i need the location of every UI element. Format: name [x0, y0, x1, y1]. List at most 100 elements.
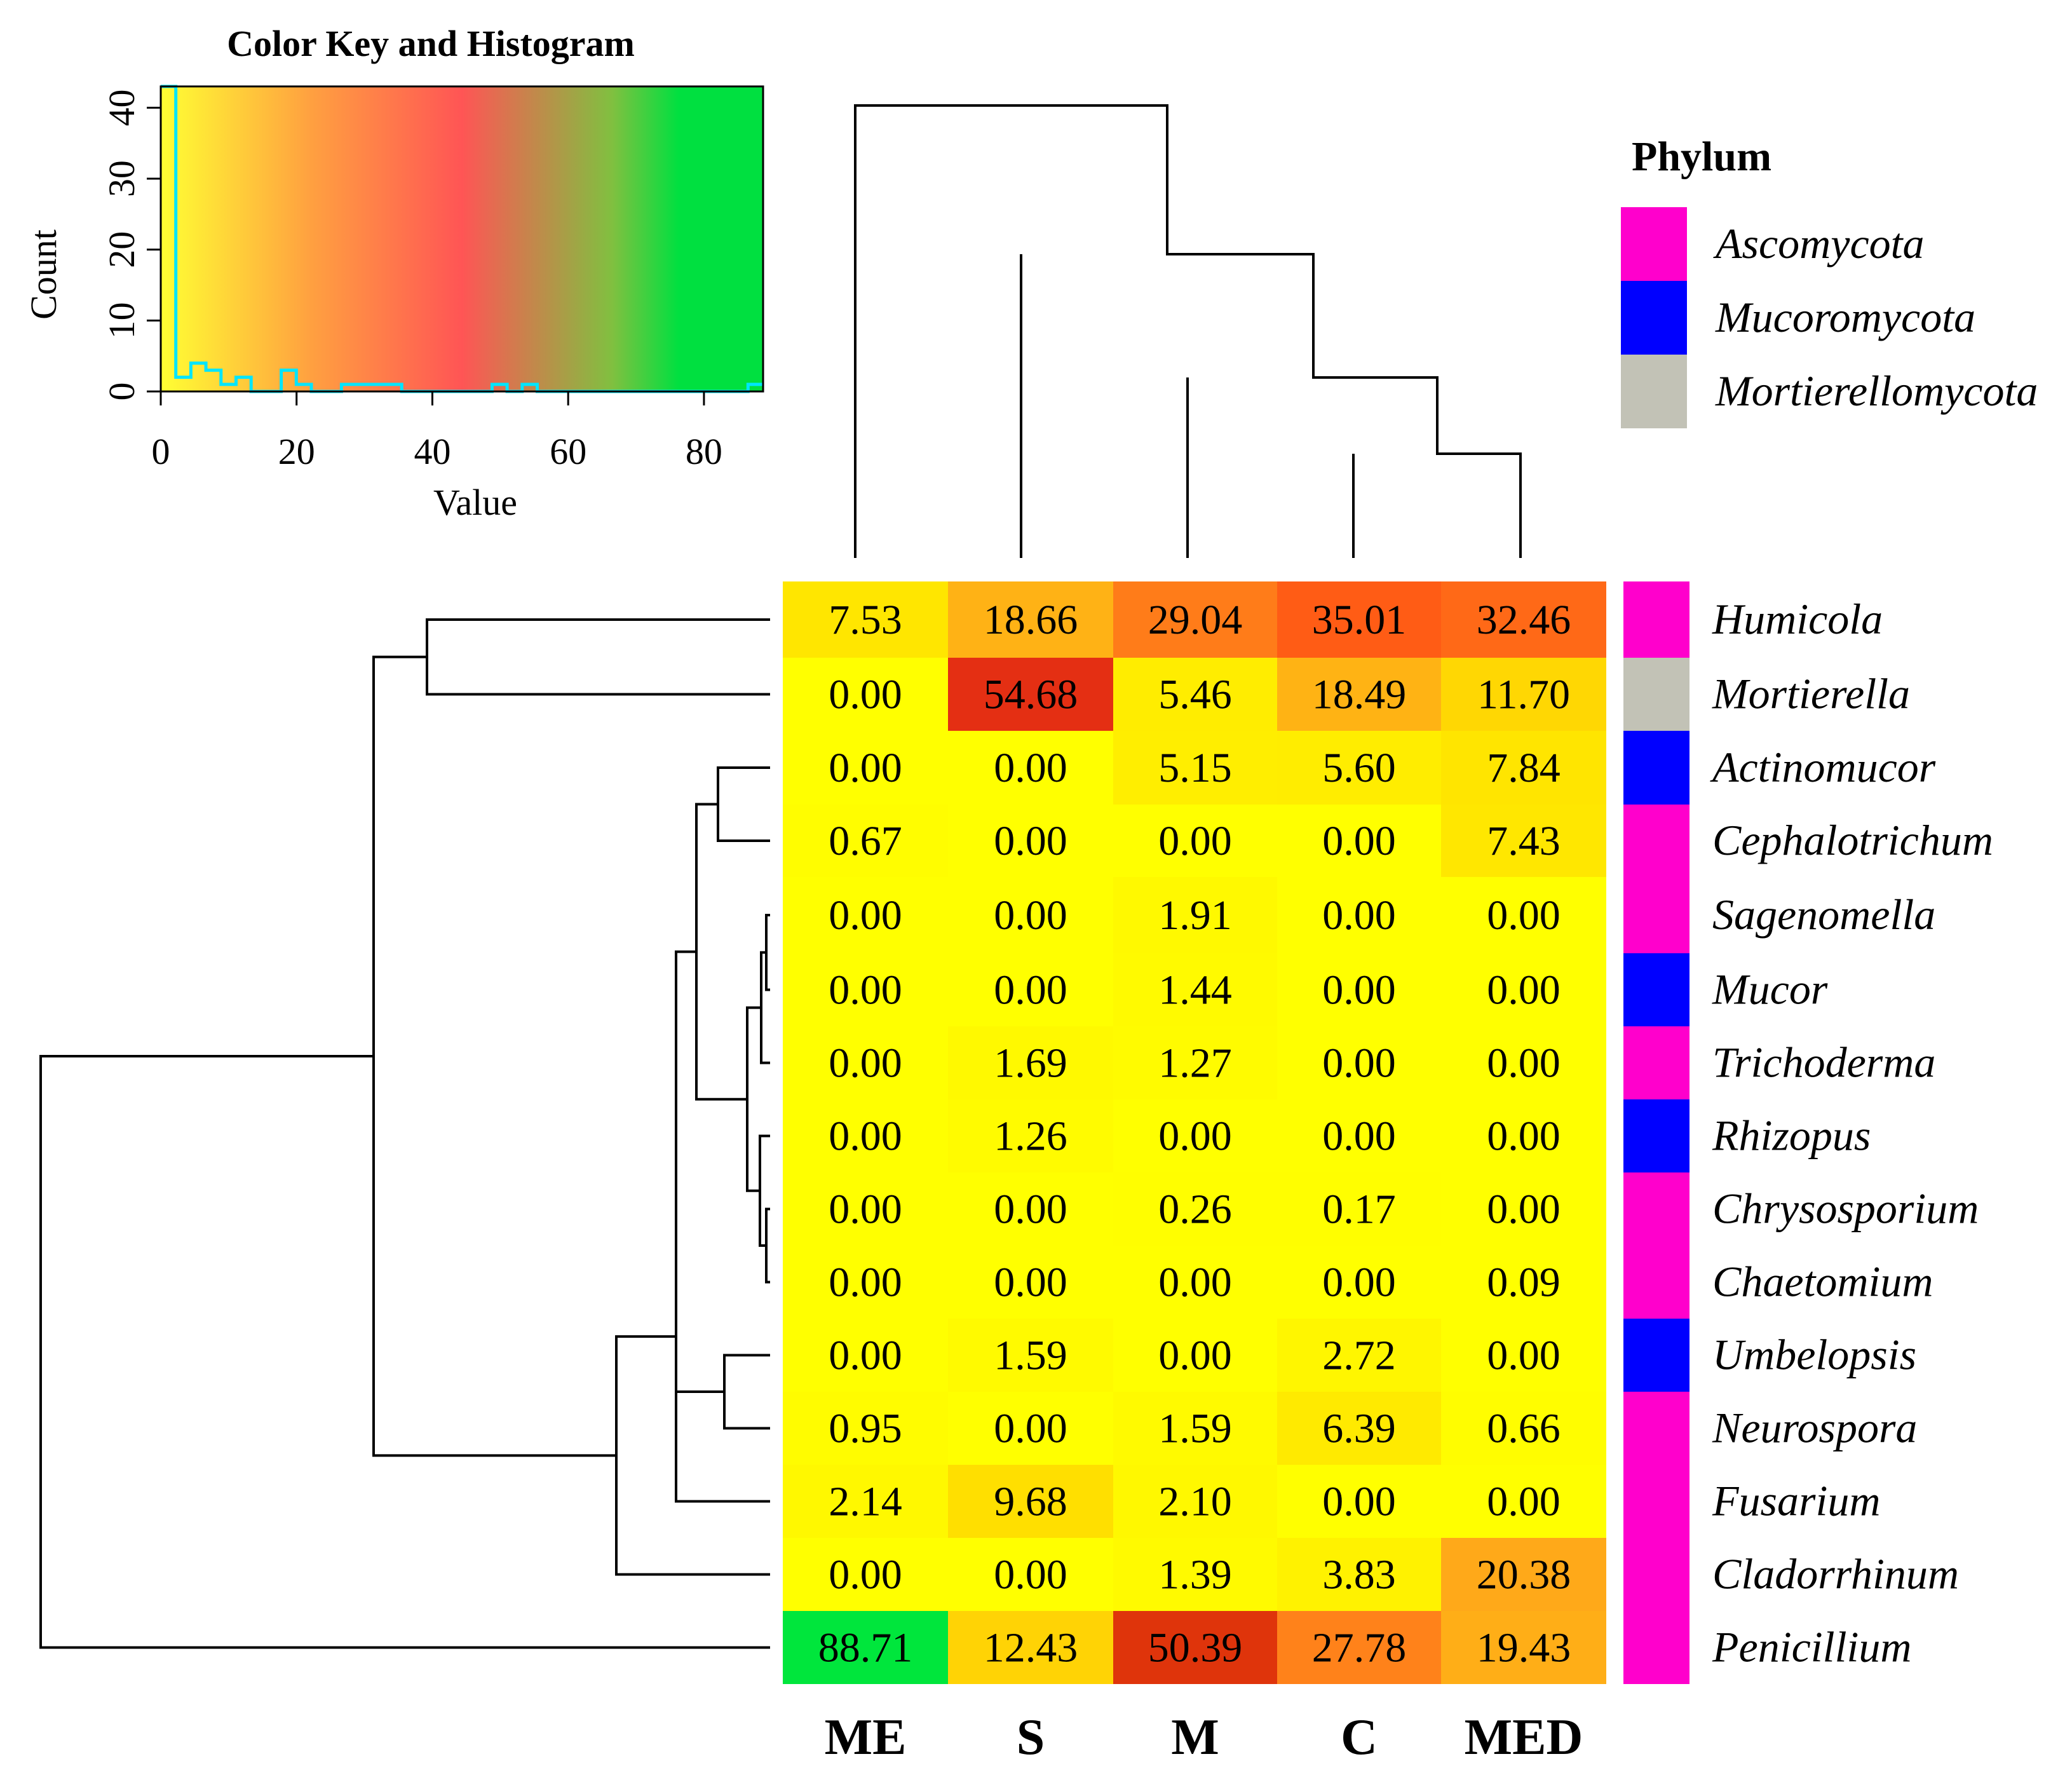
- cell-value: 0.00: [829, 1186, 902, 1233]
- cell-value: 0.00: [1322, 1260, 1396, 1306]
- cell-value: 1.39: [1158, 1552, 1232, 1598]
- cell-value: 54.68: [984, 672, 1078, 718]
- row-label: Actinomucor: [1710, 743, 1936, 791]
- phylum-side-bar: [1623, 581, 1689, 1684]
- heatmap-cell: [1113, 1099, 1277, 1172]
- row-label: Mortierella: [1712, 670, 1910, 718]
- cell-value: 0.00: [1322, 1040, 1396, 1087]
- cell-value: 0.00: [829, 1113, 902, 1160]
- color-key-gradient: [161, 86, 763, 391]
- cell-value: 0.95: [829, 1406, 902, 1452]
- heatmap-cell: [1113, 1465, 1277, 1538]
- cell-value: 88.71: [818, 1625, 913, 1671]
- row-label: Fusarium: [1712, 1477, 1880, 1525]
- heatmap-cell: [948, 1026, 1113, 1099]
- cell-value: 27.78: [1312, 1625, 1407, 1671]
- heatmap-cell: [948, 731, 1113, 805]
- heatmap-cells: [783, 581, 1606, 1684]
- row-label: Chaetomium: [1712, 1258, 1933, 1306]
- heatmap-cell: [948, 877, 1113, 953]
- heatmap-cell: [948, 953, 1113, 1026]
- cell-value: 18.66: [984, 597, 1078, 643]
- cell-value: 5.15: [1158, 745, 1232, 791]
- phylum-color-cell: [1623, 1538, 1689, 1611]
- column-label: MED: [1465, 1709, 1583, 1765]
- column-label: ME: [825, 1709, 907, 1765]
- cell-value: 0.00: [1487, 1040, 1561, 1087]
- heatmap-cell: [1113, 1026, 1277, 1099]
- cell-value: 0.00: [1322, 967, 1396, 1014]
- heatmap-cell: [1441, 1538, 1606, 1611]
- heatmap-cell: [1113, 1246, 1277, 1319]
- heatmap-cell: [1277, 1172, 1441, 1246]
- column-label: C: [1341, 1709, 1378, 1765]
- heatmap-cell: [1441, 1246, 1606, 1319]
- heatmap-cell: [1113, 731, 1277, 805]
- heatmap-values: 7.53 18.66 29.04 35.01 32.46 0.00 54.68 5.46 18.…: [818, 597, 1571, 1671]
- row-label: Cladorrhinum: [1712, 1550, 1959, 1598]
- heatmap-cell: [1441, 581, 1606, 658]
- row-label: Sagenomella: [1712, 890, 1935, 939]
- cell-value: 7.53: [829, 597, 902, 643]
- heatmap-cell: [1277, 1099, 1441, 1172]
- cell-value: 32.46: [1477, 597, 1571, 643]
- cell-value: 0.00: [829, 1040, 902, 1087]
- heatmap-cell: [1441, 1026, 1606, 1099]
- heatmap-cell: [1441, 731, 1606, 805]
- cell-value: 11.70: [1477, 672, 1570, 718]
- cell-value: 0.00: [994, 1552, 1067, 1598]
- heatmap-cell: [948, 1392, 1113, 1465]
- cell-value: 0.00: [1158, 1260, 1232, 1306]
- cell-value: 3.83: [1322, 1552, 1396, 1598]
- heatmap-cell: [1277, 1465, 1441, 1538]
- heatmap-cell: [783, 1319, 948, 1392]
- heatmap-cell: [1113, 1172, 1277, 1246]
- cell-value: 0.00: [1322, 1113, 1396, 1160]
- row-label: Humicola: [1712, 595, 1883, 643]
- cell-value: 20.38: [1477, 1552, 1571, 1598]
- cell-value: 0.00: [994, 818, 1067, 864]
- cell-value: 1.59: [1158, 1406, 1232, 1452]
- cell-value: 0.09: [1487, 1260, 1561, 1306]
- row-labels: Humicola Mortierella Actinomucor Cephalotri…: [1710, 595, 1993, 1671]
- cell-value: 2.14: [829, 1479, 902, 1525]
- heatmap-cell: [783, 805, 948, 877]
- heatmap-cell: [948, 1172, 1113, 1246]
- cell-value: 0.00: [1487, 1113, 1561, 1160]
- heatmap-cell: [948, 581, 1113, 658]
- heatmap-cell: [1277, 731, 1441, 805]
- phylum-color-cell: [1623, 877, 1689, 953]
- heatmap-cell: [783, 581, 948, 658]
- column-label: S: [1017, 1709, 1045, 1765]
- heatmap-cell: [1113, 581, 1277, 658]
- heatmap-cell: [1113, 1319, 1277, 1392]
- heatmap-cell: [1113, 1392, 1277, 1465]
- row-label: Cephalotrichum: [1712, 816, 1993, 864]
- cell-value: 0.00: [1158, 818, 1232, 864]
- heatmap-cell: [1113, 1538, 1277, 1611]
- heatmap-cell: [1441, 1319, 1606, 1392]
- cell-value: 0.00: [829, 967, 902, 1014]
- heatmap-cell: [1441, 1172, 1606, 1246]
- heatmap-cell: [783, 1392, 948, 1465]
- y-tick-label: 0: [101, 383, 142, 401]
- color-key-ylabel: Count: [23, 229, 64, 320]
- cell-value: 0.00: [994, 892, 1067, 939]
- cell-value: 0.00: [1322, 1479, 1396, 1525]
- heatmap-cell: [1113, 953, 1277, 1026]
- cell-value: 19.43: [1477, 1625, 1571, 1671]
- heatmap-cell: [1277, 1538, 1441, 1611]
- color-key-title: Color Key and Histogram: [227, 23, 635, 64]
- column-labels: ME S M C MED: [825, 1709, 1583, 1765]
- cell-value: 50.39: [1148, 1625, 1243, 1671]
- phylum-legend-label: Mortierellomycota: [1715, 367, 2038, 415]
- cell-value: 0.26: [1158, 1186, 1232, 1233]
- heatmap-cell: [948, 658, 1113, 731]
- cell-value: 18.49: [1312, 672, 1407, 718]
- heatmap-cell: [783, 1246, 948, 1319]
- heatmap-cell: [1441, 805, 1606, 877]
- phylum-color-cell: [1623, 1465, 1689, 1538]
- heatmap-cell: [1113, 1611, 1277, 1684]
- cell-value: 0.00: [994, 1260, 1067, 1306]
- phylum-legend-swatch: [1621, 281, 1687, 355]
